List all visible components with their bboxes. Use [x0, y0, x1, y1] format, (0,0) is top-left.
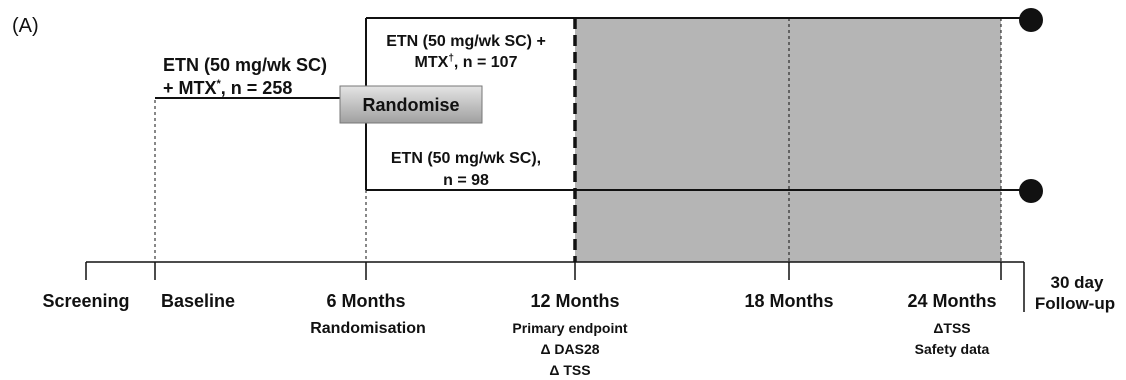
note-safety-data: Safety data	[915, 341, 990, 357]
followup-label-line2: Follow-up	[1035, 294, 1115, 313]
lower-arm-label-line1: ETN (50 mg/wk SC),	[391, 150, 541, 167]
lower-arm-end-marker	[1019, 179, 1043, 203]
randomise-label: Randomise	[362, 95, 459, 115]
timepoint-12-months: 12 Months	[530, 291, 619, 311]
upper-arm-end-marker	[1019, 8, 1043, 32]
timepoint-24-months: 24 Months	[907, 291, 996, 311]
lower-arm-label-line2: n = 98	[443, 172, 489, 189]
upper-arm-label-line1: ETN (50 mg/wk SC) +	[386, 33, 546, 50]
followup-label-line1: 30 day	[1051, 273, 1104, 292]
randomise-box: Randomise	[339, 85, 483, 124]
timepoint-baseline: Baseline	[161, 291, 235, 311]
timepoint-screening: Screening	[42, 291, 129, 311]
initial-arm-label-line2: + MTX*, n = 258	[163, 78, 292, 98]
note-delta-tss-12: Δ TSS	[549, 362, 590, 378]
panel-label: (A)	[12, 15, 39, 37]
timepoint-18-months: 18 Months	[744, 291, 833, 311]
shaded-extension-period	[575, 18, 1001, 262]
note-delta-tss-24: ΔTSS	[933, 320, 970, 336]
note-delta-das28: Δ DAS28	[540, 341, 599, 357]
note-randomisation: Randomisation	[310, 320, 426, 337]
upper-arm-label-line2: MTX†, n = 107	[415, 53, 518, 71]
timepoint-6-months: 6 Months	[327, 291, 406, 311]
initial-arm-label-line1: ETN (50 mg/wk SC)	[163, 55, 327, 75]
note-primary-endpoint: Primary endpoint	[512, 320, 627, 336]
